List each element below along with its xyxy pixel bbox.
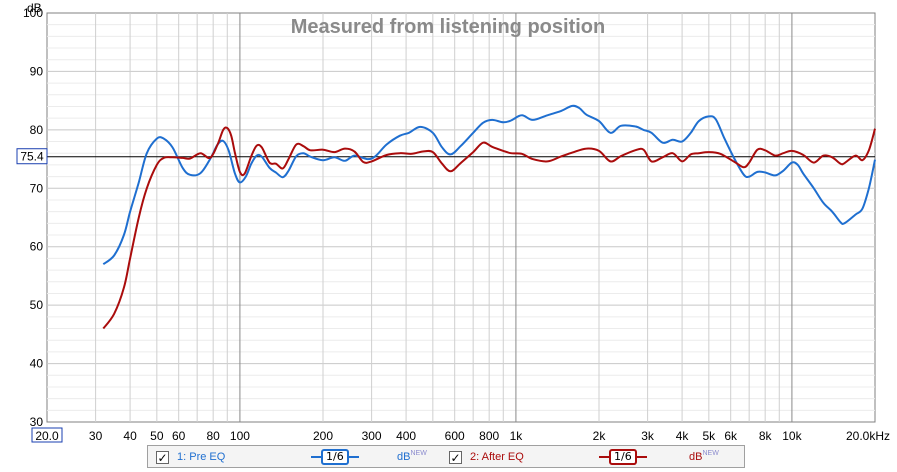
chart-title: Measured from listening position <box>291 16 605 38</box>
series-2-smoothing[interactable]: 1/6 <box>599 449 647 465</box>
x-tick-label: 10k <box>782 429 802 443</box>
x-tick-label: 100 <box>230 429 250 443</box>
reference-value-box <box>16 148 48 165</box>
legend-bar: ✓ 1: Pre EQ 1/6 dBNEW ✓ 2: After EQ 1/6 … <box>147 445 745 468</box>
x-tick-label: 3k <box>641 429 655 443</box>
y-axis-label: dB <box>27 1 42 15</box>
reference-line-group: 75.4 <box>16 148 875 165</box>
y-tick-label: 30 <box>30 415 44 429</box>
tick-labels: 30 40 50 60 70 80 90 100 30 40 50 60 80 100 200 300 400 6… <box>23 6 890 443</box>
series-group <box>102 104 876 330</box>
plot-area <box>46 12 876 423</box>
series-1-label: 1: Pre EQ <box>177 451 226 463</box>
series-2-label: 2: After EQ <box>470 451 524 463</box>
x-tick-label: 80 <box>206 429 220 443</box>
series-line-1 <box>102 104 876 266</box>
series-2-checkbox[interactable]: ✓ <box>449 450 462 465</box>
x-tick-label: 1k <box>510 429 524 443</box>
x-tick-label: 4k <box>676 429 690 443</box>
x-tick-label: 300 <box>362 429 382 443</box>
x-tick-label: 600 <box>445 429 465 443</box>
y-tick-label: 40 <box>30 357 44 371</box>
y-tick-label: 100 <box>23 6 43 20</box>
y-tick-label: 60 <box>30 240 44 254</box>
grid <box>47 13 875 422</box>
y-tick-label: 50 <box>30 298 44 312</box>
y-tick-label: 90 <box>30 64 44 78</box>
x-tick-label: 400 <box>396 429 416 443</box>
legend-item-series-2[interactable]: ✓ 2: After EQ <box>449 448 524 466</box>
series-1-smoothing-value: 1/6 <box>321 449 349 465</box>
y-tick-label: 70 <box>30 181 44 195</box>
x-tick-label: 20.0kHz <box>846 429 890 443</box>
series-1-checkbox[interactable]: ✓ <box>156 450 169 465</box>
series-2-unit[interactable]: dBNEW <box>689 450 719 463</box>
y-tick-label: 80 <box>30 123 44 137</box>
x-tick-label: 200 <box>313 429 333 443</box>
series-2-smoothing-value: 1/6 <box>609 449 637 465</box>
x-tick-label: 8k <box>759 429 773 443</box>
x-tick-label: 6k <box>724 429 738 443</box>
x-tick-label: 800 <box>479 429 499 443</box>
series-1-unit[interactable]: dBNEW <box>397 450 427 463</box>
x-tick-label: 2k <box>593 429 607 443</box>
x-start-label-box <box>31 427 63 443</box>
x-tick-label: 60 <box>172 429 186 443</box>
reference-value-label: 75.4 <box>20 150 44 164</box>
x-tick-label: 50 <box>150 429 164 443</box>
series-1-smoothing[interactable]: 1/6 <box>311 449 359 465</box>
x-start-label: 20.0 <box>35 429 59 443</box>
x-tick-label: 40 <box>123 429 137 443</box>
x-tick-label: 30 <box>89 429 103 443</box>
legend-item-series-1[interactable]: ✓ 1: Pre EQ <box>156 448 225 466</box>
x-tick-label: 5k <box>702 429 716 443</box>
series-line-2 <box>102 126 876 330</box>
